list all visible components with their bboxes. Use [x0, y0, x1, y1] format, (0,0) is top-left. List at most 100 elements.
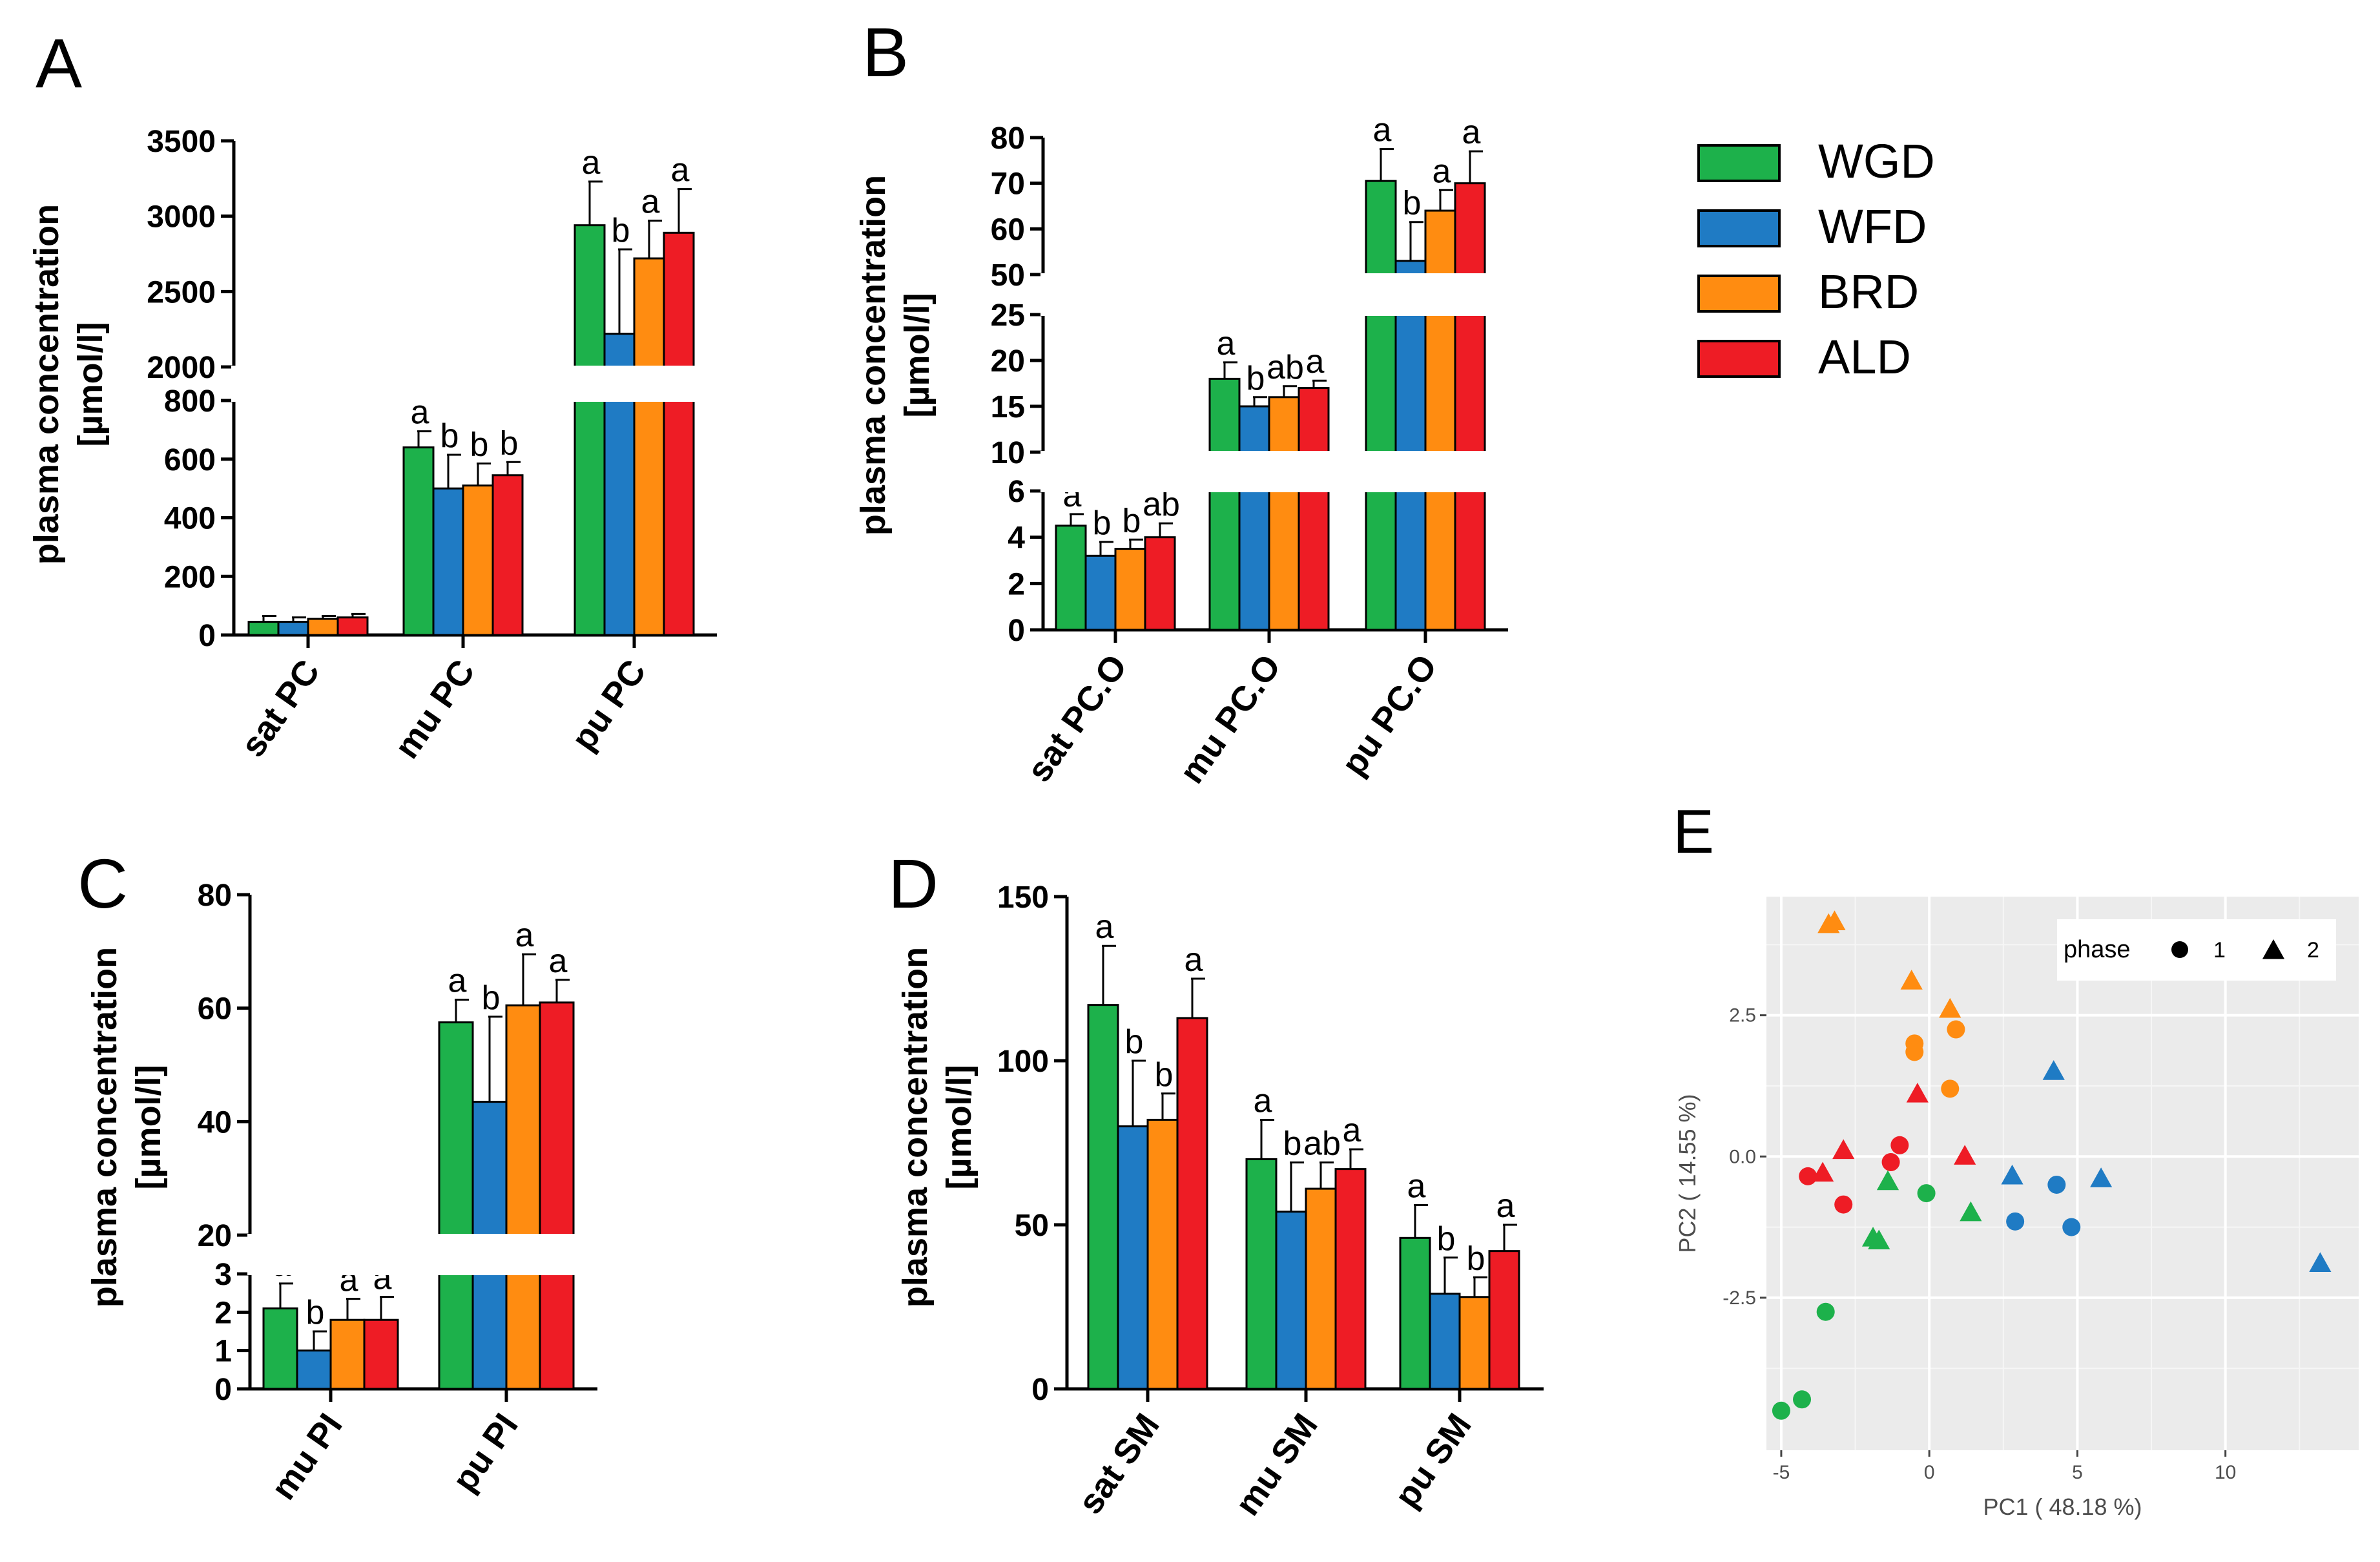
panel-d-sig-letter: a [1496, 1187, 1515, 1225]
bar-a-mu-pc-ald [492, 474, 524, 636]
panel-b-sig-letter: ab [1267, 349, 1304, 386]
panel-b-sig-letter: b [1093, 505, 1112, 542]
bar-d-pu-sm-brd [1458, 1296, 1491, 1390]
bar-b-mu-pc-o-brd [1268, 490, 1300, 631]
panel-c-sig-letter: a [549, 942, 568, 980]
scatter-point-ald-phase-2 [1812, 1161, 1834, 1182]
panel-e-legend-phase-1: 1 [2213, 938, 2226, 963]
panel-d-sig-letter: ab [1303, 1125, 1341, 1162]
panel-c-label: C [78, 844, 128, 922]
bar-b-mu-pc-o-brd [1268, 396, 1300, 453]
panel-a-category-mu-pc: mu PC [388, 652, 482, 765]
scatter-point-wfd-phase-2 [2001, 1164, 2023, 1185]
bar-c-pu-pi-wgd [438, 1273, 474, 1390]
bar-d-sat-sm-ald [1176, 1017, 1208, 1390]
panel-b-category-sat-pc-o: sat PC.O [1020, 647, 1135, 789]
bar-b-pu-pc-o-brd [1424, 313, 1456, 453]
bar-b-sat-pc-o-wfd [1084, 554, 1117, 631]
panel-d-tick-label: 50 [1015, 1209, 1049, 1243]
panel-c-category-pu-pi: pu PI [445, 1406, 526, 1499]
scatter-point-wgd-phase-1 [1917, 1184, 1936, 1203]
scatter-point-ald-phase-2 [1954, 1145, 1976, 1165]
bar-b-pu-pc-o-wgd [1365, 490, 1397, 631]
panel-b-sig-letter: a [1433, 152, 1451, 190]
bar-a-pu-pc-ald [663, 399, 695, 636]
panel-c-tick-label: 2 [214, 1296, 232, 1330]
bar-c-pu-pi-ald [539, 1001, 575, 1236]
scatter-point-ald-phase-2 [1906, 1083, 1929, 1103]
bar-a-pu-pc-wfd [603, 399, 636, 636]
panel-b-tick-label: 0 [1008, 614, 1025, 648]
scatter-point-brd-phase-2 [1939, 997, 1961, 1018]
bar-b-pu-pc-o-wgd [1365, 313, 1397, 453]
panel-a-label: A [36, 24, 82, 102]
panel-c-sig-letter: a [448, 962, 467, 999]
bar-b-pu-pc-o-wfd [1394, 490, 1427, 631]
bar-d-mu-sm-wfd [1275, 1211, 1307, 1390]
bar-c-mu-pi-wgd [262, 1307, 298, 1390]
scatter-point-wgd-phase-1 [1793, 1390, 1812, 1409]
bar-a-pu-pc-wfd [603, 333, 636, 368]
panel-a-tick-label: 2500 [147, 275, 216, 309]
panel-e: E -5 0 5 10 2.5 0.0 -2.5 PC1 ( 48.18 %) PC2 ( 14.… [1673, 797, 2359, 1520]
panel-d-sig-letter: a [1185, 941, 1203, 979]
panel-a-sig-letter: a [641, 183, 660, 221]
bar-c-mu-pi-ald [363, 1318, 399, 1390]
bar-d-sat-sm-brd [1146, 1118, 1179, 1390]
bar-b-pu-pc-o-ald [1454, 182, 1486, 276]
scatter-point-ald-phase-1 [1834, 1195, 1853, 1214]
panel-e-x-tick-label: 0 [1924, 1462, 1935, 1483]
panel-b-axis-break [1040, 273, 1511, 316]
bar-b-pu-pc-o-brd [1424, 490, 1456, 631]
bar-c-pu-pi-ald [539, 1273, 575, 1390]
legend: WGD WFD BRD ALD [1697, 134, 1935, 384]
panel-d-category-sat-sm: sat SM [1071, 1406, 1167, 1521]
panel-b-label: B [862, 13, 909, 91]
bar-a-mu-pc-wfd [432, 487, 464, 636]
scatter-point-wfd-phase-2 [2309, 1252, 2332, 1273]
panel-e-x-tick-label: 5 [2072, 1462, 2083, 1483]
panel-d-tick-label: 0 [1031, 1373, 1049, 1407]
panel-c-category-mu-pi: mu PI [264, 1406, 349, 1506]
panel-e-x-tick-label: 10 [2215, 1462, 2236, 1483]
panel-c-axis-break [247, 1234, 600, 1275]
panel-a-tick-label: 2000 [147, 351, 216, 385]
panel-c-ylabel-line: [µmol/l] [129, 1065, 168, 1189]
bar-c-pu-pi-brd [505, 1004, 541, 1236]
panel-b-tick-label: 20 [991, 344, 1025, 379]
panel-b-tick-label: 15 [991, 390, 1025, 424]
scatter-point-wgd-phase-2 [1960, 1201, 1982, 1222]
panel-e-ylabel: PC2 ( 14.55 %) [1674, 1094, 1701, 1253]
panel-a-sig-letter: b [470, 426, 489, 464]
panel-c-tick-label: 80 [198, 879, 232, 913]
panel-c-tick-label: 40 [198, 1105, 232, 1140]
panel-e-legend-title: phase [2064, 936, 2131, 963]
legend-label-wgd: WGD [1818, 134, 1935, 188]
panel-d-category-mu-sm: mu SM [1228, 1406, 1325, 1522]
scatter-point-wfd-phase-2 [2090, 1167, 2113, 1187]
scatter-point-ald-phase-2 [1832, 1139, 1855, 1160]
scatter-point-ald-phase-1 [1881, 1153, 1900, 1172]
panel-d-sig-letter: b [1125, 1023, 1144, 1061]
panel-a-sig-letter: b [612, 212, 630, 249]
panel-d-sig-letter: b [1155, 1056, 1174, 1094]
scatter-point-wfd-phase-1 [2006, 1212, 2025, 1231]
panel-a-sig-letter: a [671, 152, 690, 189]
panel-a-tick-label: 800 [164, 384, 216, 419]
panel-a-tick-label: 3500 [147, 125, 216, 159]
bar-d-mu-sm-wgd [1245, 1158, 1278, 1390]
bar-b-sat-pc-o-wgd [1055, 525, 1087, 631]
panel-b-tick-label: 4 [1008, 521, 1025, 556]
panel-a-tick-label: 400 [164, 502, 216, 536]
legend-entry-wgd: WGD [1697, 134, 1935, 188]
panel-a-category-pu-pc: pu PC [564, 652, 654, 757]
bar-a-pu-pc-ald [663, 231, 695, 368]
panel-b-sig-letter: a [1462, 114, 1481, 151]
panel-c-tick-label: 60 [198, 992, 232, 1026]
scatter-point-wgd-phase-2 [1876, 1170, 1899, 1191]
panel-a-category-sat-pc: sat PC [233, 652, 327, 764]
panel-a-tick-label: 3000 [147, 200, 216, 234]
